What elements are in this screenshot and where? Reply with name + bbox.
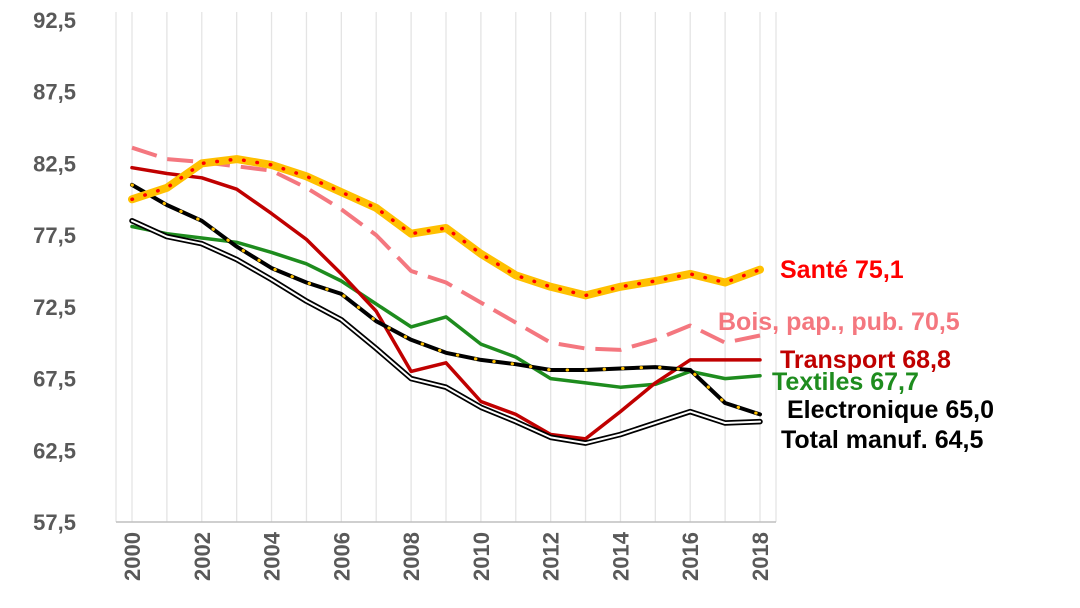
series-end-labels: Santé 75,1 Bois, pap., pub. 70,5 Transport… xyxy=(718,256,994,454)
series-label-transport: Transport 68,8 xyxy=(780,346,951,374)
series-line-transport xyxy=(130,165,762,441)
x-tick-label: 2008 xyxy=(399,532,424,581)
series-line-total-manuf xyxy=(129,218,763,446)
x-tick-label: 2006 xyxy=(329,532,354,581)
series-label-santé: Santé 75,1 xyxy=(780,256,904,284)
y-tick-label: 77,5 xyxy=(33,223,76,248)
series-line-electronique xyxy=(130,182,762,417)
vertical-gridlines xyxy=(115,12,777,522)
y-tick-label: 72,5 xyxy=(33,295,76,320)
x-tick-label: 2002 xyxy=(190,532,215,581)
series-line-bois-pap-pub xyxy=(131,145,761,352)
x-axis-tick-labels: 2000 2002 2004 2006 2008 2010 2012 2014 2016 2018 xyxy=(120,531,773,581)
x-tick-label: 2014 xyxy=(608,531,633,581)
series-lines xyxy=(128,145,764,446)
y-tick-label: 92,5 xyxy=(33,8,76,33)
x-tick-label: 2012 xyxy=(539,532,564,581)
x-tick-label: 2010 xyxy=(469,532,494,581)
x-tick-label: 2000 xyxy=(120,532,145,581)
y-tick-label: 87,5 xyxy=(33,80,76,105)
y-tick-label: 82,5 xyxy=(33,151,76,176)
y-tick-label: 57,5 xyxy=(33,510,76,535)
series-label-textiles: Textiles 67,7 xyxy=(772,368,919,396)
y-tick-label: 67,5 xyxy=(33,367,76,392)
series-label-electronique: Electronique 65,0 xyxy=(787,396,994,424)
y-tick-label: 62,5 xyxy=(33,438,76,463)
series-line-santé xyxy=(128,155,764,300)
series-label-total-manuf: Total manuf. 64,5 xyxy=(781,426,983,454)
x-tick-label: 2004 xyxy=(260,531,285,581)
x-tick-label: 2016 xyxy=(678,532,703,581)
x-tick-label: 2018 xyxy=(748,532,773,581)
y-axis-tick-labels: 92,5 87,5 82,5 77,5 72,5 67,5 62,5 57,5 xyxy=(33,8,76,535)
series-label-bois-pap-pub: Bois, pap., pub. 70,5 xyxy=(718,308,960,336)
